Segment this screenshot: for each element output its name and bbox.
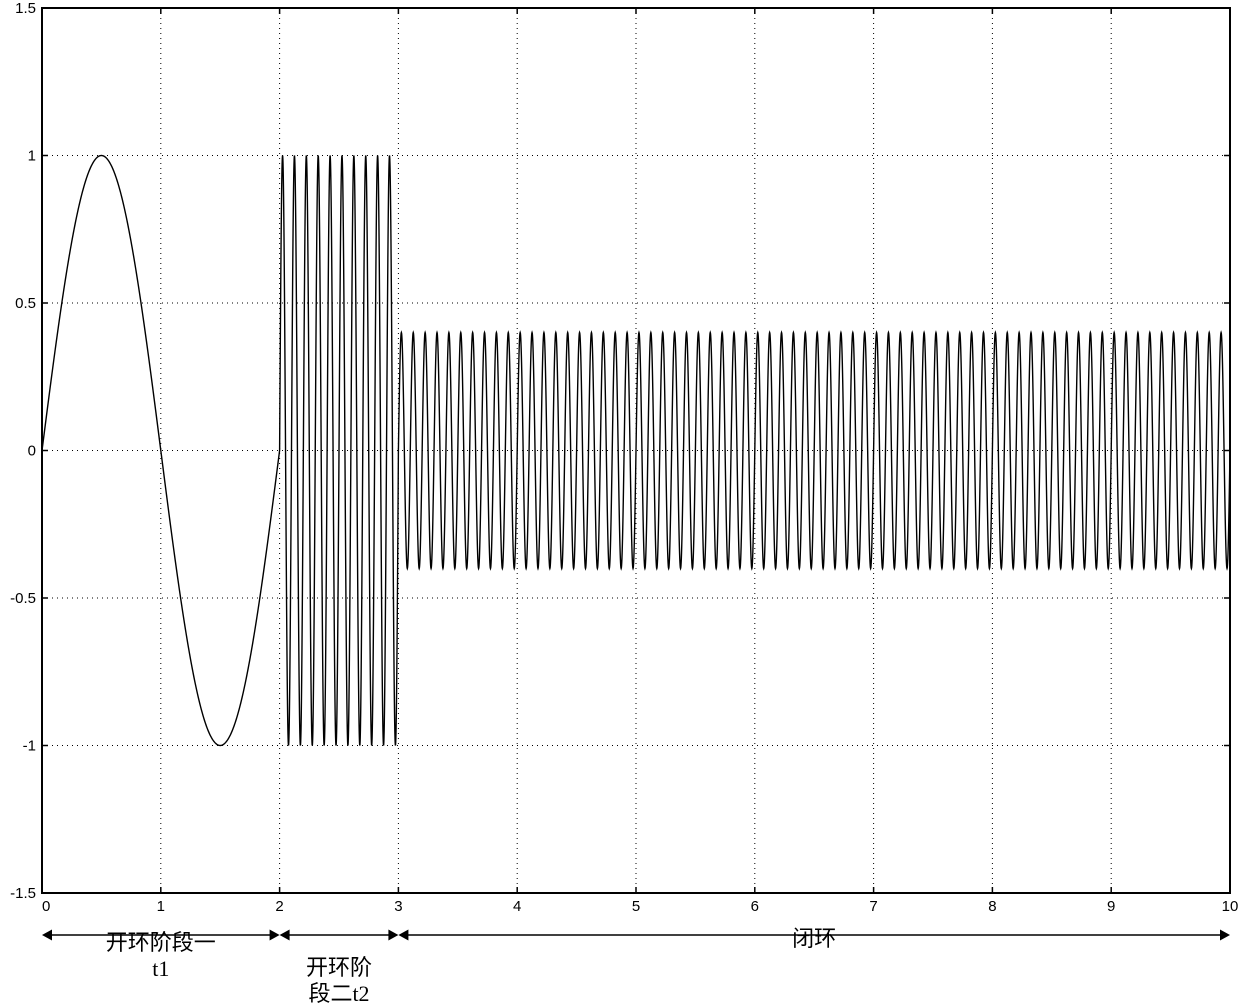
svg-text:-1.5: -1.5 — [10, 885, 36, 902]
svg-text:1: 1 — [28, 148, 36, 165]
svg-text:9: 9 — [1107, 898, 1115, 915]
svg-text:8: 8 — [988, 898, 996, 915]
phase2-label: 开环阶 段二t2 — [295, 955, 383, 1008]
svg-text:-0.5: -0.5 — [10, 590, 36, 607]
phase1-label: 开环阶段一 t1 — [106, 930, 216, 983]
svg-text:3: 3 — [394, 898, 402, 915]
svg-text:4: 4 — [513, 898, 521, 915]
svg-text:0: 0 — [42, 898, 50, 915]
signal-chart: -1.5 -1 -0.5 0 0.5 1 1.5 0 1 2 3 4 5 6 7 8 9 10 — [0, 0, 1240, 1004]
svg-text:1: 1 — [157, 898, 165, 915]
svg-text:7: 7 — [869, 898, 877, 915]
svg-text:6: 6 — [751, 898, 759, 915]
svg-text:5: 5 — [632, 898, 640, 915]
svg-text:0.5: 0.5 — [15, 295, 36, 312]
svg-text:10: 10 — [1222, 898, 1239, 915]
svg-text:2: 2 — [275, 898, 283, 915]
svg-text:-1: -1 — [23, 738, 36, 755]
svg-text:0: 0 — [28, 443, 36, 460]
phase3-label: 闭环 — [784, 926, 844, 952]
svg-text:1.5: 1.5 — [15, 0, 36, 17]
